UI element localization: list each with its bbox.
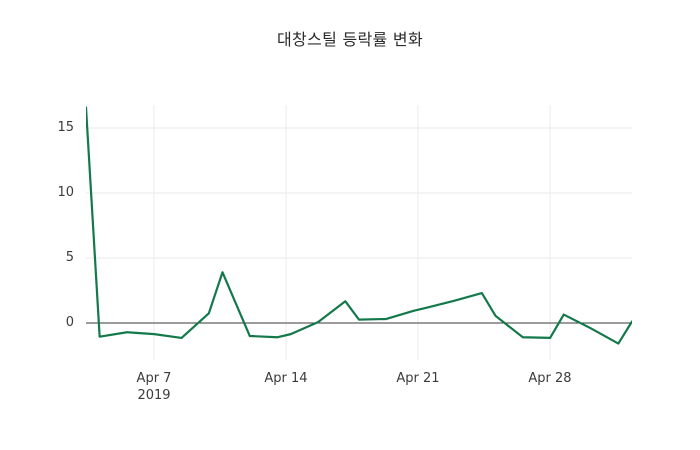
x-tick-primary-apr28: Apr 28 [528,371,572,386]
x-tick-primary-apr7: Apr 7 [136,371,172,386]
plot-area: 15 10 5 0 Apr 7 2019 Apr 14 Apr 21 Apr 2… [57,105,632,403]
y-tick-label-0: 0 [65,315,74,330]
x-tick-label-apr7: Apr 7 2019 [94,370,214,404]
y-tick-label-5: 5 [65,250,74,265]
x-tick-primary-apr14: Apr 14 [264,371,308,386]
y-tick-label-10: 10 [57,185,74,200]
gridlines-group [86,105,632,360]
chart-title: 대창스틸 등락률 변화 [277,30,423,49]
x-tick-sub-apr7: 2019 [137,388,171,403]
line-chart-svg [86,105,632,360]
x-tick-label-apr28: Apr 28 [490,370,610,387]
data-series-line [86,106,632,345]
y-tick-label-15: 15 [57,120,74,135]
x-tick-primary-apr21: Apr 21 [396,371,440,386]
x-tick-label-apr21: Apr 21 [358,370,478,387]
x-tick-label-apr14: Apr 14 [226,370,346,387]
